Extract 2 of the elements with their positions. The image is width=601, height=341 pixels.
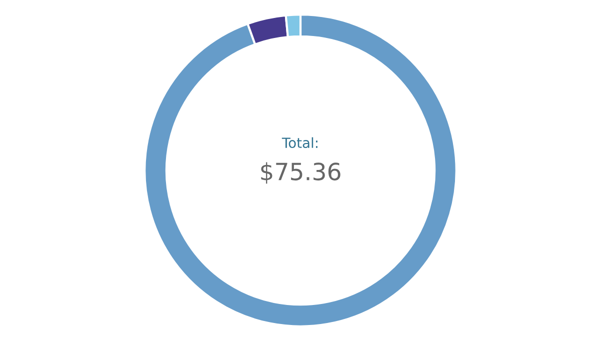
text: $75.36	[261, 162, 340, 184]
text: Total:	[282, 137, 318, 148]
